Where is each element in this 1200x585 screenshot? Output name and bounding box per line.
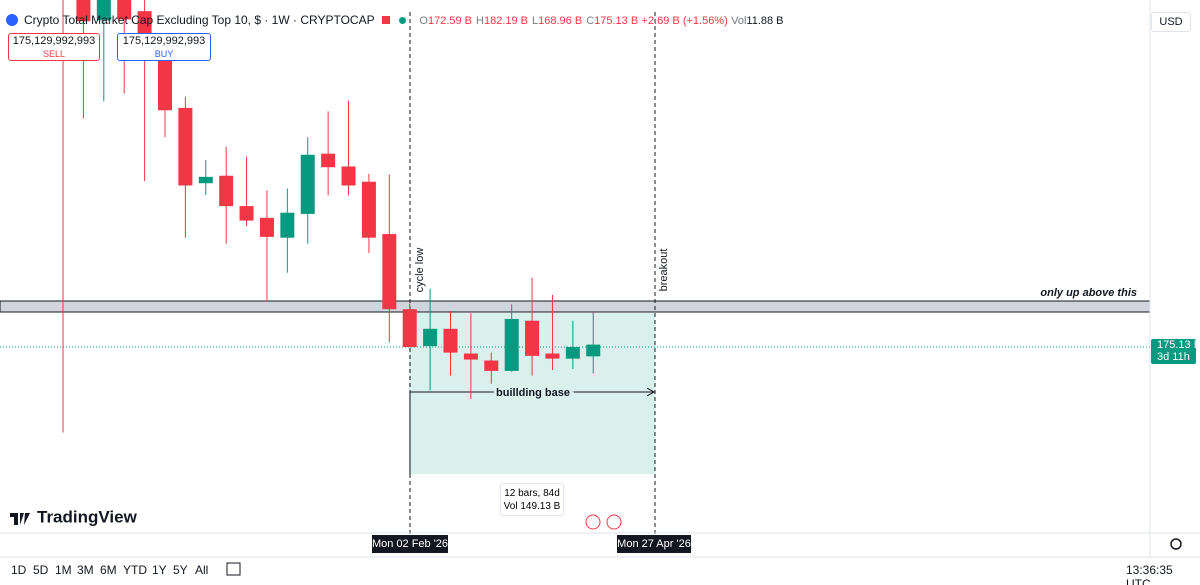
event-icon[interactable]: [585, 514, 601, 530]
candle-body: [382, 234, 397, 310]
range-button[interactable]: All: [195, 563, 209, 577]
measure-box: 12 bars, 84d Vol 149.13 B: [500, 483, 564, 516]
candle-body: [239, 206, 254, 221]
candle-body: [565, 347, 580, 359]
clock: 13:36:35 UTC: [1126, 563, 1173, 585]
crosshair-date-box: [372, 535, 448, 553]
range-button[interactable]: 1D: [11, 563, 27, 577]
annotation: breakout: [658, 249, 670, 292]
ohlc-key: O: [419, 15, 428, 27]
ohlc-value: 175.13 B: [594, 15, 639, 27]
buy-label: BUY: [154, 49, 174, 59]
candle-body: [178, 107, 193, 186]
candle-body: [586, 344, 601, 357]
candle-body: [321, 153, 336, 168]
candle-body: [525, 320, 540, 356]
candle-body: [545, 353, 560, 359]
settings-icon[interactable]: [1170, 538, 1182, 550]
ohlc-key: H: [476, 15, 484, 27]
ohlc: O172.59 B H182.19 B L168.96 B C175.13 B: [415, 15, 638, 27]
currency-button[interactable]: USD: [1151, 12, 1191, 32]
candle-body: [443, 328, 458, 353]
candle-body: [402, 309, 417, 348]
buy-price: 175,129,992,993: [122, 35, 206, 47]
candle-body: [157, 54, 172, 111]
candle-body: [96, 0, 111, 21]
last-price-box: [1151, 339, 1196, 364]
candle-body: [76, 0, 91, 22]
buy-button[interactable]: 175,129,992,993 BUY: [117, 33, 211, 61]
annotation: cycle low: [414, 248, 426, 293]
measure-vol: Vol 149.13 B: [503, 501, 561, 512]
candle-body: [198, 176, 213, 184]
range-button[interactable]: 3M: [77, 563, 94, 577]
date-range-icon[interactable]: [226, 562, 241, 576]
range-button[interactable]: 1M: [55, 563, 72, 577]
candle-body: [361, 181, 376, 238]
annotation: only up above this: [1040, 287, 1137, 299]
change: +2.69 B (+1.56%): [641, 15, 728, 27]
event-icon[interactable]: [606, 514, 622, 530]
range-button[interactable]: 1Y: [152, 563, 167, 577]
ohlc-value: 182.19 B: [483, 15, 529, 27]
candle-body: [259, 217, 274, 237]
sell-price: 175,129,992,993: [12, 35, 96, 47]
status-icon: [381, 16, 390, 24]
sell-button[interactable]: 175,129,992,993 SELL: [8, 33, 100, 61]
candle-body: [423, 328, 438, 347]
ohlc-key: L: [532, 15, 539, 27]
candle-body: [463, 353, 478, 360]
candles: [62, 0, 601, 433]
crosshair-date-box: [617, 535, 691, 553]
market-status: [399, 17, 407, 24]
logo-mark: [10, 513, 30, 525]
candle-body: [504, 318, 519, 371]
annotation: buillding base: [496, 387, 570, 399]
symbol-icon: [6, 14, 18, 26]
range-button[interactable]: 6M: [100, 563, 117, 577]
candle-body: [341, 166, 356, 186]
candle-body: [280, 212, 295, 238]
ohlc-key: C: [586, 15, 595, 27]
symbol-title: Crypto Total Market Cap Excluding Top 10…: [24, 13, 375, 27]
candle-body: [300, 154, 315, 214]
countdown: 3d 11h: [1157, 351, 1190, 363]
logo: TradingView: [37, 507, 138, 526]
crosshair-date: Mon 27 Apr '26: [617, 538, 691, 550]
range-button[interactable]: YTD: [123, 563, 147, 577]
last-price: 175.13 B: [1157, 339, 1200, 351]
range-button[interactable]: 5D: [33, 563, 49, 577]
crosshair-date: Mon 02 Feb '26: [372, 538, 448, 550]
ohlc-value: 168.96 B: [538, 15, 583, 27]
ohlc-value: 172.59 B: [427, 15, 473, 27]
resistance-band: [0, 300, 1151, 313]
candle-body: [484, 360, 499, 371]
vol: 11.88 B: [746, 15, 784, 27]
header: Crypto Total Market Cap Excluding Top 10…: [24, 13, 784, 27]
measure-bars: 12 bars, 84d: [504, 488, 560, 499]
candle-body: [219, 175, 234, 207]
vol-label: Vol: [731, 15, 747, 27]
candle-body: [117, 0, 132, 20]
range-button[interactable]: 5Y: [173, 563, 188, 577]
sell-label: SELL: [42, 49, 66, 59]
